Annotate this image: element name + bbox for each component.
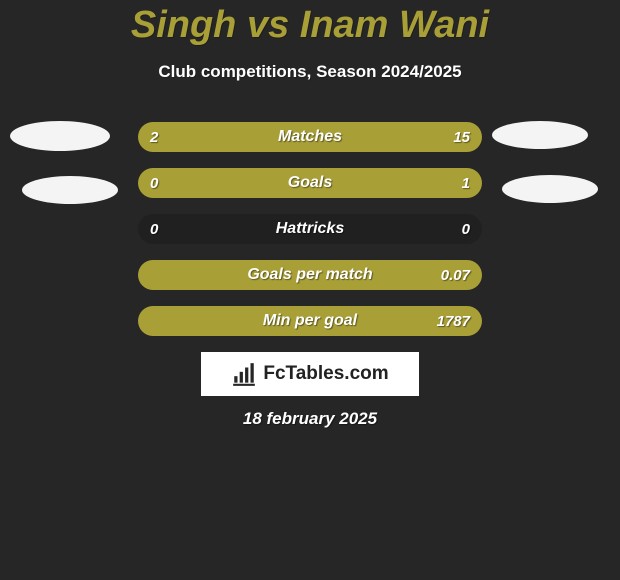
stat-row: Min per goal1787 <box>138 306 482 336</box>
stat-row: Matches2 15 <box>138 122 482 152</box>
stat-row: Goals per match0.07 <box>138 260 482 290</box>
stats-card: Singh vs Inam Wani Club competitions, Se… <box>0 0 620 580</box>
bar-value-right: 1787 <box>437 306 470 336</box>
barchart-icon <box>231 361 257 387</box>
bar-value-right: 15 <box>453 122 470 152</box>
logo-badge: FcTables.com <box>201 352 419 396</box>
stat-row: Hattricks0 0 <box>138 214 482 244</box>
page-title: Singh vs Inam Wani <box>0 4 620 47</box>
bar-value-left: 2 <box>150 122 158 152</box>
bar-label: Matches <box>138 122 482 152</box>
avatar-ellipse <box>492 121 588 149</box>
avatar-ellipse <box>22 176 118 204</box>
date-line: 18 february 2025 <box>0 409 620 429</box>
logo-text: FcTables.com <box>263 363 388 385</box>
avatar-ellipse <box>502 175 598 203</box>
bar-label: Min per goal <box>138 306 482 336</box>
subtitle: Club competitions, Season 2024/2025 <box>0 62 620 82</box>
bar-label: Goals per match <box>138 260 482 290</box>
bar-value-left: 0 <box>150 214 158 244</box>
stat-row: Goals0 1 <box>138 168 482 198</box>
bar-label: Goals <box>138 168 482 198</box>
bar-value-left: 0 <box>150 168 158 198</box>
bar-label: Hattricks <box>138 214 482 244</box>
bar-value-right: 0 <box>462 214 470 244</box>
bar-value-right: 1 <box>462 168 470 198</box>
avatar-ellipse <box>10 121 110 151</box>
bar-value-right: 0.07 <box>441 260 470 290</box>
